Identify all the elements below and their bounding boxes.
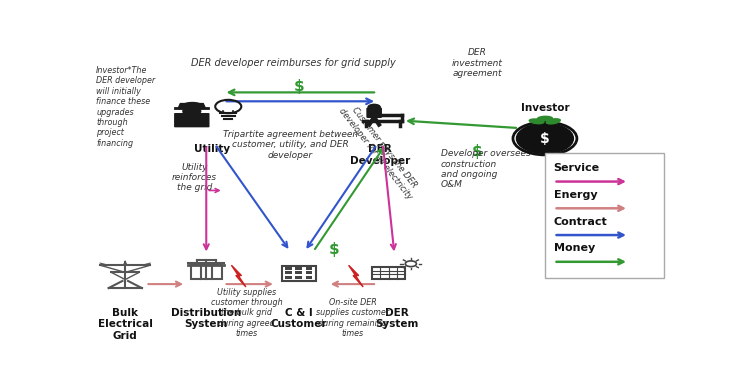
Text: DER developer reimburses for grid supply: DER developer reimburses for grid supply: [190, 58, 395, 68]
Text: Customer pays the DER
developer for all electricity: Customer pays the DER developer for all …: [338, 100, 422, 201]
Bar: [306, 276, 312, 279]
FancyBboxPatch shape: [174, 113, 209, 127]
Text: Distribution
System: Distribution System: [171, 308, 241, 330]
Circle shape: [517, 124, 573, 153]
Ellipse shape: [529, 118, 545, 124]
Text: Contract: Contract: [554, 217, 607, 227]
Bar: [295, 276, 303, 279]
Bar: [285, 267, 292, 270]
Text: Developer oversees
construction
and ongoing
O&M: Developer oversees construction and ongo…: [441, 149, 530, 190]
Text: DER
Developer: DER Developer: [350, 144, 410, 166]
Ellipse shape: [536, 116, 554, 121]
Text: $: $: [540, 132, 550, 146]
Text: Utility: Utility: [194, 144, 230, 154]
Text: Utility supplies
customer through
the bulk grid
during agreed
times: Utility supplies customer through the bu…: [211, 288, 282, 338]
Text: C & I
Customer: C & I Customer: [270, 308, 327, 330]
Text: Money: Money: [554, 244, 595, 254]
Bar: [306, 267, 312, 270]
Bar: [285, 271, 292, 274]
FancyBboxPatch shape: [366, 107, 382, 118]
Text: On-site DER
supplies customer
during remaining
times: On-site DER supplies customer during rem…: [316, 298, 389, 338]
Text: $: $: [329, 242, 339, 257]
Bar: [306, 271, 312, 274]
Text: Tripartite agreement between
customer, utility, and DER
developer: Tripartite agreement between customer, u…: [223, 130, 358, 160]
Text: DER
System: DER System: [376, 308, 419, 330]
Text: Investor*The
DER developer
will initially
finance these
upgrades
through
project: Investor*The DER developer will initiall…: [96, 66, 155, 148]
Text: $: $: [471, 144, 483, 159]
Polygon shape: [179, 103, 205, 108]
Text: Energy: Energy: [554, 190, 598, 200]
Ellipse shape: [545, 118, 561, 125]
Circle shape: [182, 107, 202, 116]
Bar: [372, 267, 406, 279]
Text: Utility
reinforces
the grid: Utility reinforces the grid: [172, 163, 217, 193]
Bar: [191, 265, 222, 279]
Circle shape: [368, 103, 381, 111]
Polygon shape: [232, 265, 246, 287]
FancyBboxPatch shape: [545, 153, 663, 278]
Text: Investor: Investor: [521, 103, 569, 113]
Text: DER
investment
agreement: DER investment agreement: [451, 48, 502, 78]
Bar: [282, 266, 316, 281]
Text: $: $: [294, 79, 304, 94]
Text: Service: Service: [554, 163, 600, 173]
Text: Bulk
Electrical
Grid: Bulk Electrical Grid: [98, 308, 152, 341]
Bar: [295, 271, 303, 274]
Bar: [295, 267, 303, 270]
Polygon shape: [349, 265, 363, 287]
Bar: [285, 276, 292, 279]
